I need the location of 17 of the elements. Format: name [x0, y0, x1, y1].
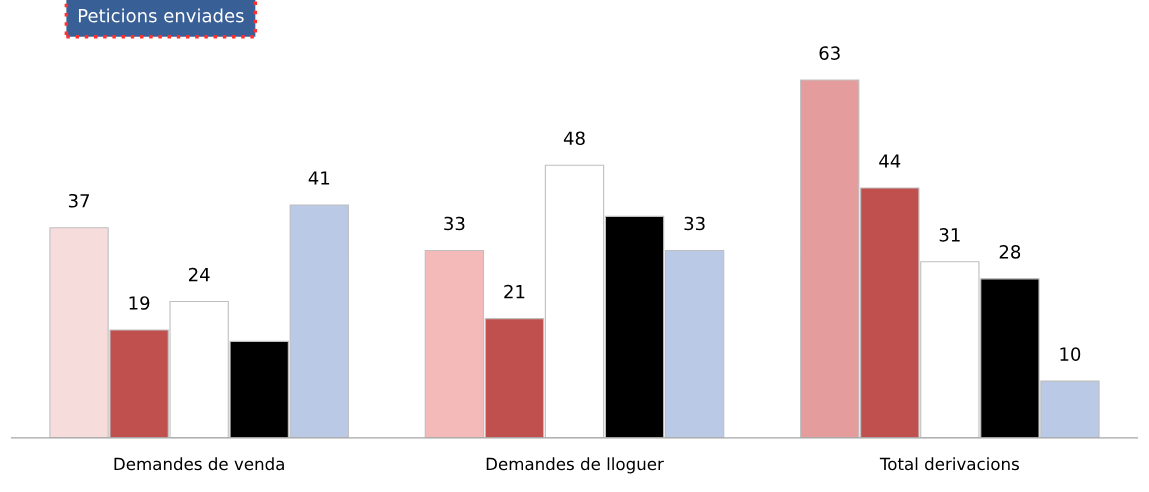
- data-label: 24: [189, 267, 210, 282]
- data-label: 48: [563, 131, 585, 146]
- data-label: 19: [129, 296, 150, 310]
- data-label: 41: [308, 171, 330, 185]
- data-label: 21: [504, 284, 525, 299]
- data-label: 33: [684, 216, 705, 231]
- x-tick-label: Demandes de lloguer: [486, 457, 664, 474]
- data-label: 31: [939, 227, 960, 242]
- data-label: 33: [444, 216, 465, 231]
- data-label: 37: [68, 193, 89, 208]
- x-tick-label: Demandes de venda: [114, 457, 284, 471]
- data-label: 44: [879, 154, 901, 168]
- data-label: 28: [999, 245, 1021, 259]
- x-tick-label: Total derivacions: [879, 457, 1019, 471]
- data-label: 63: [819, 46, 840, 60]
- data-label: 10: [1060, 347, 1081, 361]
- chart-title: Peticions enviades: [78, 8, 244, 23]
